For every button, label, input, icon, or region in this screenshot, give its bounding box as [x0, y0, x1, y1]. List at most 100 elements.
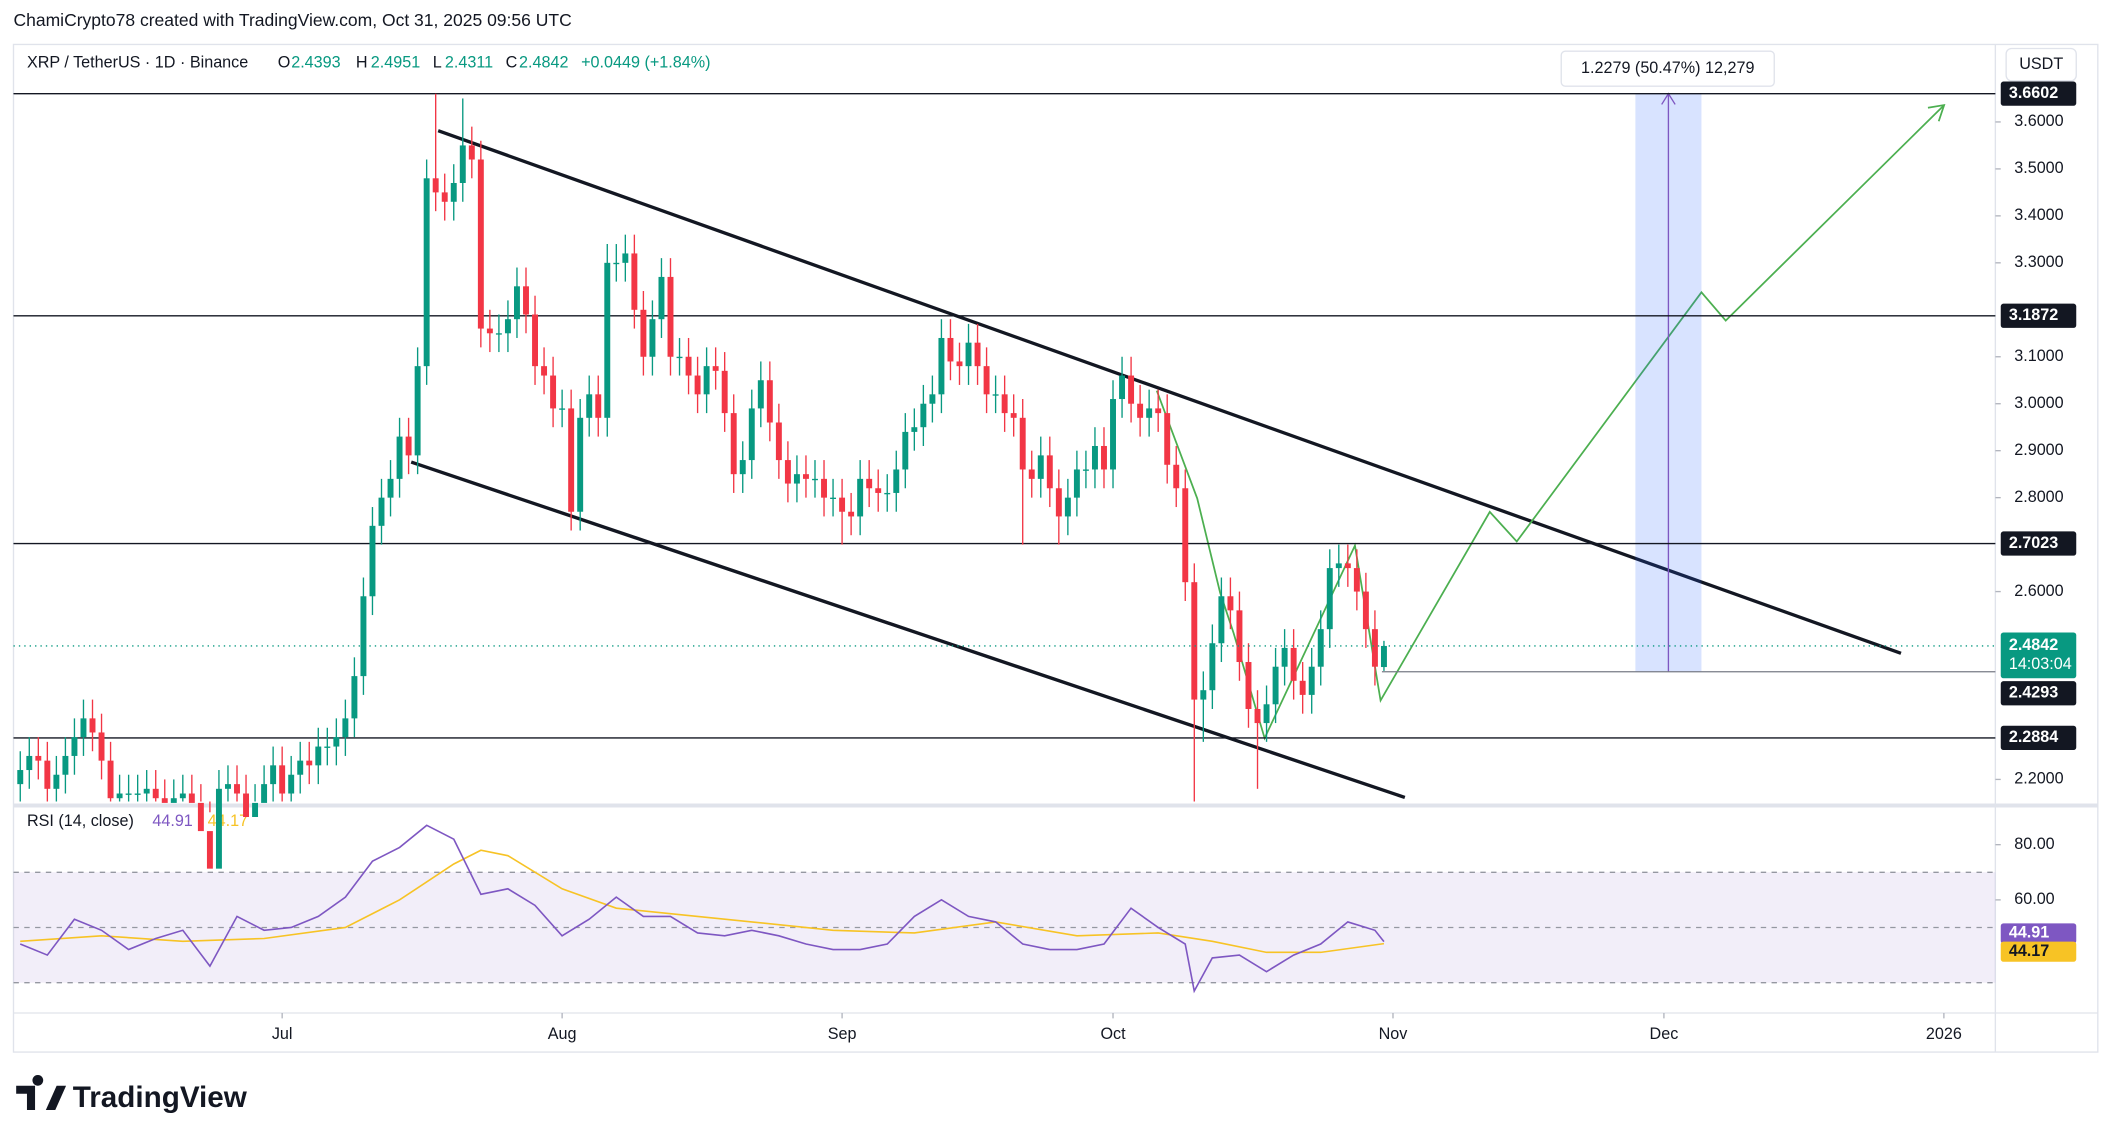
- candle-body: [1353, 568, 1360, 592]
- candle-body: [604, 262, 611, 418]
- candle-body: [956, 361, 963, 367]
- candle-body: [107, 760, 114, 799]
- candle-body: [1371, 629, 1378, 667]
- candle-body: [206, 831, 213, 869]
- candle-body: [649, 319, 656, 357]
- h-value: 2.4951: [371, 54, 420, 72]
- candle-body: [1362, 591, 1369, 630]
- h-key: H: [356, 54, 368, 72]
- candle-body: [658, 276, 665, 320]
- candle-body: [866, 478, 873, 489]
- y-tick-label: 3.4000: [2014, 206, 2063, 224]
- candle-body: [270, 765, 277, 785]
- candle-body: [170, 798, 177, 803]
- l-value: 2.4311: [445, 54, 493, 72]
- candle-body: [929, 394, 936, 404]
- candle-body: [234, 784, 240, 794]
- candle-body: [920, 403, 927, 428]
- candle-body: [89, 718, 96, 733]
- candle-body: [947, 337, 954, 362]
- candle-body: [1308, 666, 1315, 695]
- candle-body: [225, 784, 231, 789]
- candle-body: [1272, 666, 1279, 705]
- candle-body: [541, 366, 548, 376]
- candle-body: [523, 286, 529, 315]
- byline: ChamiCrypto78 created with TradingView.c…: [13, 10, 571, 30]
- candle-body: [369, 525, 376, 597]
- candle-body: [613, 262, 620, 265]
- candle-body: [1101, 445, 1107, 470]
- candle-body: [1082, 469, 1089, 471]
- rsi-badge-bg: [2000, 941, 2077, 962]
- candle-body: [161, 798, 168, 803]
- candle-body: [1091, 445, 1098, 470]
- candle-body: [676, 356, 683, 359]
- candle-body: [1119, 375, 1126, 400]
- measure-low-label-bg: [2000, 681, 2077, 706]
- candle-body: [1263, 704, 1270, 724]
- rsi-line: [19, 824, 1385, 994]
- o-key: O: [278, 54, 291, 72]
- candle-body: [1137, 403, 1144, 418]
- candle-body: [559, 408, 566, 410]
- candle-body: [62, 755, 69, 775]
- candle-body: [459, 145, 466, 183]
- candle-body: [351, 676, 358, 719]
- candle-body: [595, 394, 602, 418]
- level-label: 2.7023: [2009, 534, 2058, 552]
- x-tick-label: Sep: [828, 1025, 857, 1043]
- candle-body: [53, 774, 60, 789]
- y-tick-label: 3.3000: [2014, 253, 2063, 271]
- candle-body: [983, 366, 990, 395]
- candle-body: [965, 342, 972, 367]
- candle-body: [378, 497, 385, 526]
- candle-body: [1200, 690, 1207, 700]
- currency-button[interactable]: [2005, 47, 2077, 82]
- c-value: 2.4842: [519, 54, 568, 72]
- candle-body: [1380, 645, 1387, 668]
- measure-low-label: 2.4293: [2009, 684, 2058, 702]
- l-key: L: [433, 54, 442, 72]
- o-value: 2.4393: [291, 54, 340, 72]
- x-tick-label: Dec: [1650, 1025, 1679, 1043]
- candle-body: [1173, 464, 1180, 489]
- candle-body: [667, 276, 674, 357]
- x-tick-label: Jul: [272, 1025, 293, 1043]
- candle-body: [71, 737, 78, 756]
- measure-label-bg: [1560, 50, 1775, 87]
- candle-body: [179, 793, 186, 799]
- candle-body: [775, 422, 782, 461]
- rsi-badge: 44.17: [2009, 942, 2049, 960]
- candle-body: [1335, 563, 1342, 569]
- candle-body: [387, 478, 394, 498]
- candle-body: [315, 746, 322, 766]
- candle-body: [1001, 394, 1008, 414]
- currency[interactable]: USDT: [2019, 55, 2063, 73]
- y-tick-label: 3.1000: [2014, 347, 2063, 365]
- candle-body: [685, 356, 692, 376]
- candle-body: [188, 793, 195, 803]
- candle-body: [1191, 582, 1198, 700]
- candle-body: [812, 478, 818, 481]
- measure-label: 1.2279 (50.47%) 12,279: [1581, 59, 1754, 77]
- rsi-ma-value: 44.17: [208, 812, 248, 830]
- candle-body: [288, 774, 295, 794]
- candle-body: [721, 370, 728, 414]
- candle-body: [848, 511, 855, 517]
- y-tick-label: 2.9000: [2014, 441, 2063, 459]
- candle-body: [360, 596, 367, 677]
- candle-body: [252, 802, 259, 817]
- candle-body: [152, 788, 159, 799]
- candle-body: [405, 436, 412, 456]
- candle-body: [279, 765, 286, 794]
- candle-body: [297, 760, 304, 775]
- y-tick-label: 3.5000: [2014, 159, 2063, 177]
- candle-body: [495, 333, 502, 335]
- level-label: 2.2884: [2009, 728, 2058, 746]
- candle-body: [414, 366, 421, 456]
- candle-body: [134, 793, 141, 795]
- candle-body: [938, 337, 945, 395]
- candle-body: [1218, 596, 1225, 644]
- candle-body: [974, 342, 981, 367]
